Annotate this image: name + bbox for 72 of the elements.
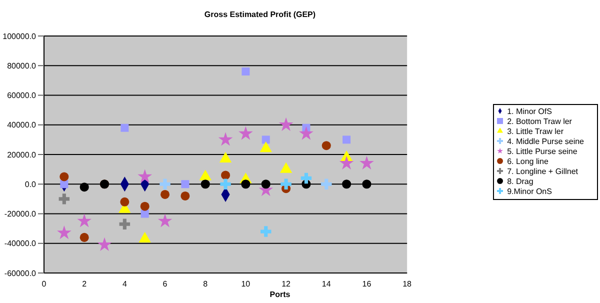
point [160,178,170,190]
legend-label: 8. Drag [507,176,534,186]
x-tick-label: 6 [162,280,168,289]
point [97,237,112,251]
x-tick-label: 14 [322,280,332,289]
y-tick-label: -60000.0 [4,268,37,278]
point [260,226,272,237]
y-tick-label: 60000.0 [7,91,37,100]
point [260,142,272,152]
chart-title: Gross Estimated Profit (GEP) [203,10,317,19]
point [60,172,69,182]
point [181,180,190,188]
y-tick-label: 80000.0 [7,61,37,70]
point [262,136,270,144]
point [56,225,72,240]
point [342,180,352,189]
x-tick-label: 10 [241,280,251,289]
point [360,156,374,170]
legend-label: 1. Minor OfS [507,106,552,116]
point [322,141,331,150]
point [221,170,230,180]
point [140,202,150,211]
point [58,194,70,204]
point [300,172,312,184]
point [80,232,89,242]
legend-label: 3. Little Traw ler [507,126,564,136]
x-tick-label: 18 [402,280,412,289]
point [80,182,89,192]
point [138,169,152,183]
point [160,190,170,199]
point [339,156,354,170]
x-tick-label: 0 [42,280,47,289]
legend-label: 7. Longline + Gillnet [507,166,578,176]
point [120,124,129,132]
point [199,170,212,180]
point [241,180,250,189]
point [140,210,149,218]
y-tick-label: 100000.0 [2,32,37,41]
point [342,136,351,144]
legend-label: 5. Little Purse seine [507,146,578,156]
point [119,218,130,230]
y-tick-label: -20000.0 [4,210,37,219]
point [362,180,372,189]
point [299,126,314,140]
point [278,117,294,131]
legend-label: 4. Middle Purse seine [507,136,584,146]
legend-label: 6. Long line [507,156,548,166]
x-tick-label: 8 [203,280,208,289]
point [77,214,92,228]
point [158,214,172,228]
point [220,178,231,190]
point [321,178,332,190]
point [200,180,210,189]
x-axis-title: Ports [268,290,292,299]
x-tick-label: 4 [122,280,128,289]
legend-label: 2. Bottom Traw ler [507,116,572,126]
point [280,178,292,190]
point [242,68,250,76]
point [261,180,270,189]
legend-label: 9.Minor OnS [507,186,552,196]
point [238,126,253,140]
point [60,180,68,188]
x-tick-label: 12 [282,280,292,289]
x-tick-label: 16 [362,280,372,289]
point [180,191,190,200]
y-tick-label: 20000.0 [7,150,37,160]
point [218,132,233,146]
point [120,197,130,206]
y-tick-label: -40000.0 [4,239,37,248]
y-tick-label: 0.0 [24,180,37,189]
x-tick-label: 2 [82,280,88,289]
y-tick-label: 40000.0 [7,120,37,130]
